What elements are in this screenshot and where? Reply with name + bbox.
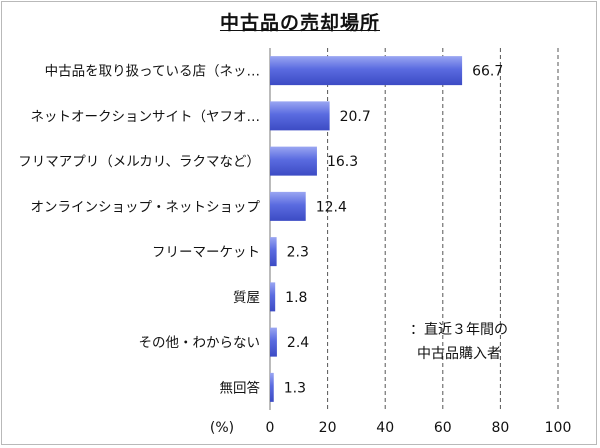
- bar: [270, 237, 277, 267]
- bar: [270, 372, 274, 402]
- value-label: 20.7: [340, 109, 371, 125]
- bar: [270, 146, 317, 176]
- value-label: 1.3: [284, 380, 306, 396]
- category-label: フリーマーケット: [152, 245, 260, 261]
- value-label: 2.3: [287, 245, 309, 261]
- category-label: フリマアプリ（メルカリ、ラクマなど）: [18, 154, 260, 170]
- bar: [270, 282, 276, 312]
- category-label: 中古品を取り扱っている店（ネッ…: [45, 64, 260, 80]
- sample-note-line-1: ：直近３年間の: [410, 322, 508, 338]
- value-label: 16.3: [327, 154, 358, 170]
- bar: [270, 56, 463, 86]
- category-label: オンラインショップ・ネットショップ: [31, 199, 261, 215]
- sample-note: ：直近３年間の 中古品購入者: [410, 318, 508, 366]
- value-label: 1.8: [285, 290, 307, 306]
- category-label: その他・わからない: [139, 335, 261, 351]
- value-label: 2.4: [287, 335, 309, 351]
- bar: [270, 191, 306, 221]
- sample-note-line-2: 中古品購入者: [417, 346, 501, 362]
- bar: [270, 327, 277, 357]
- x-tick-label: 20: [319, 420, 337, 436]
- x-tick-label: 0: [266, 420, 275, 436]
- x-tick-label: 40: [376, 420, 394, 436]
- x-tick-label: 80: [491, 420, 509, 436]
- value-label: 66.7: [472, 64, 503, 80]
- chart-title: 中古品の売却場所: [219, 12, 380, 34]
- category-label: ネットオークションサイト（ヤフオ…: [31, 109, 261, 125]
- bar: [270, 101, 330, 131]
- x-tick-label: 100: [545, 420, 572, 436]
- category-label: 無回答: [220, 379, 261, 396]
- x-tick-label: 60: [434, 420, 452, 436]
- category-label: 質屋: [233, 290, 260, 306]
- x-axis-unit-label: (%): [210, 420, 234, 436]
- value-label: 12.4: [316, 199, 347, 215]
